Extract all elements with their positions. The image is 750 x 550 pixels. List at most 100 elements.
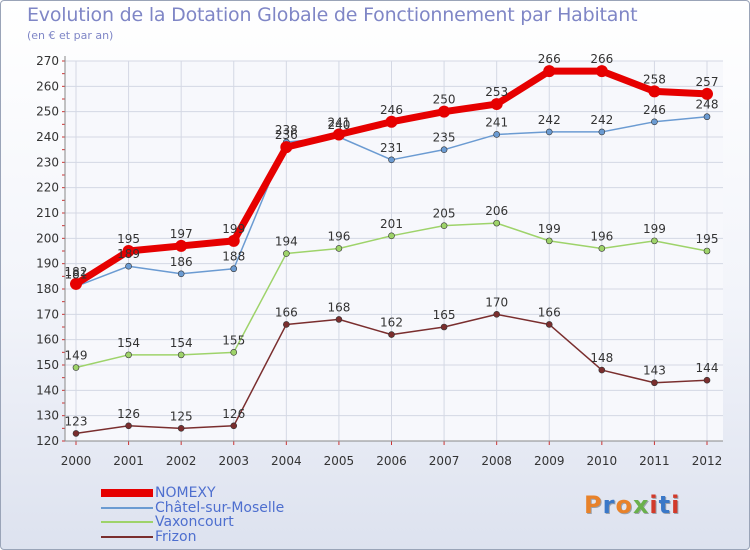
legend-label: Frizon xyxy=(155,528,197,545)
legend: NOMEXY Châtel-sur-Moselle Vaxoncourt Frizon xyxy=(101,486,284,544)
proxiti-logo: Proxiti xyxy=(584,491,680,519)
data-label: 266 xyxy=(590,52,613,66)
data-point xyxy=(280,141,293,154)
data-label: 182 xyxy=(65,265,88,279)
data-label: 126 xyxy=(117,407,140,421)
y-tick-label: 210 xyxy=(36,206,59,220)
data-label: 194 xyxy=(275,235,298,249)
y-tick-label: 250 xyxy=(36,105,59,119)
x-tick-label: 2000 xyxy=(61,454,92,468)
data-label: 250 xyxy=(433,93,456,107)
data-label: 241 xyxy=(327,115,350,129)
y-tick-label: 190 xyxy=(36,257,59,271)
data-point xyxy=(651,118,658,126)
data-point xyxy=(125,262,132,270)
data-point xyxy=(335,316,343,323)
y-tick-label: 170 xyxy=(36,307,59,321)
legend-swatch xyxy=(101,489,153,498)
data-point xyxy=(701,87,713,100)
data-label: 143 xyxy=(643,364,666,378)
data-label: 166 xyxy=(538,305,561,319)
data-label: 242 xyxy=(538,113,561,127)
data-label: 189 xyxy=(117,247,140,261)
y-tick-label: 160 xyxy=(36,333,59,347)
legend-swatch xyxy=(101,535,153,538)
y-tick-label: 130 xyxy=(36,409,59,423)
data-label: 188 xyxy=(222,250,245,264)
legend-swatch xyxy=(101,506,153,509)
data-label: 248 xyxy=(696,98,719,112)
data-point xyxy=(440,323,448,331)
data-point xyxy=(651,237,658,245)
x-tick-label: 2004 xyxy=(271,454,302,468)
data-label: 181 xyxy=(65,267,88,281)
data-label: 154 xyxy=(117,336,140,350)
y-tick-label: 200 xyxy=(36,231,59,245)
logo-letter: t xyxy=(658,491,672,519)
data-label: 206 xyxy=(485,204,508,218)
data-label: 246 xyxy=(380,103,403,117)
data-point xyxy=(227,234,240,247)
data-point xyxy=(595,65,608,78)
data-label: 199 xyxy=(538,222,561,236)
data-point xyxy=(598,366,606,374)
data-label: 123 xyxy=(65,414,88,428)
x-tick-label: 2009 xyxy=(534,454,565,468)
data-point xyxy=(545,237,553,245)
x-tick-label: 2008 xyxy=(481,454,512,468)
y-tick-label: 240 xyxy=(36,130,59,144)
data-point xyxy=(230,265,238,273)
data-point xyxy=(703,247,711,255)
data-label: 242 xyxy=(590,113,613,127)
data-point xyxy=(648,85,661,98)
data-label: 197 xyxy=(170,227,193,241)
data-label: 154 xyxy=(170,336,193,350)
data-label: 236 xyxy=(275,128,298,142)
legend-item: Châtel-sur-Moselle xyxy=(101,501,284,516)
data-point xyxy=(543,65,556,78)
legend-swatch xyxy=(101,521,153,524)
data-label: 195 xyxy=(696,232,719,246)
chart-subtitle: (en € et par an) xyxy=(27,29,114,42)
data-point xyxy=(177,270,185,278)
data-point xyxy=(440,146,448,153)
series-frizon xyxy=(72,311,711,437)
data-point xyxy=(72,364,80,371)
data-label: 155 xyxy=(222,333,245,347)
data-label: 165 xyxy=(433,308,456,322)
x-tick-label: 2002 xyxy=(166,454,197,468)
data-point xyxy=(283,321,290,328)
x-tick-label: 2012 xyxy=(692,454,723,468)
series-nomexy xyxy=(70,65,713,290)
data-point xyxy=(177,425,185,432)
x-tick-label: 2005 xyxy=(324,454,355,468)
legend-item: NOMEXY xyxy=(101,486,284,501)
y-tick-label: 140 xyxy=(36,383,59,397)
x-tick-label: 2010 xyxy=(587,454,618,468)
x-tick-label: 2011 xyxy=(639,454,670,468)
legend-label: NOMEXY xyxy=(155,485,216,502)
data-label: 196 xyxy=(590,229,613,243)
data-point xyxy=(72,430,80,437)
series-vaxoncourt xyxy=(72,219,711,371)
data-label: 162 xyxy=(380,316,403,330)
data-label: 241 xyxy=(485,115,508,129)
data-point xyxy=(388,331,395,338)
y-tick-label: 150 xyxy=(36,358,59,372)
data-point xyxy=(388,156,395,164)
y-tick-label: 270 xyxy=(36,54,59,68)
logo-letter: x xyxy=(632,491,650,519)
data-label: 253 xyxy=(485,85,508,99)
data-point xyxy=(335,245,343,252)
y-tick-label: 260 xyxy=(36,79,59,93)
data-point xyxy=(545,321,553,328)
data-point xyxy=(230,422,238,430)
data-point xyxy=(493,311,500,318)
y-tick-label: 230 xyxy=(36,155,59,169)
data-point xyxy=(125,422,132,430)
logo-letter: r xyxy=(602,491,616,519)
y-tick-label: 180 xyxy=(36,282,59,296)
logo-letter: i xyxy=(671,491,681,519)
x-tick-label: 2001 xyxy=(113,454,144,468)
